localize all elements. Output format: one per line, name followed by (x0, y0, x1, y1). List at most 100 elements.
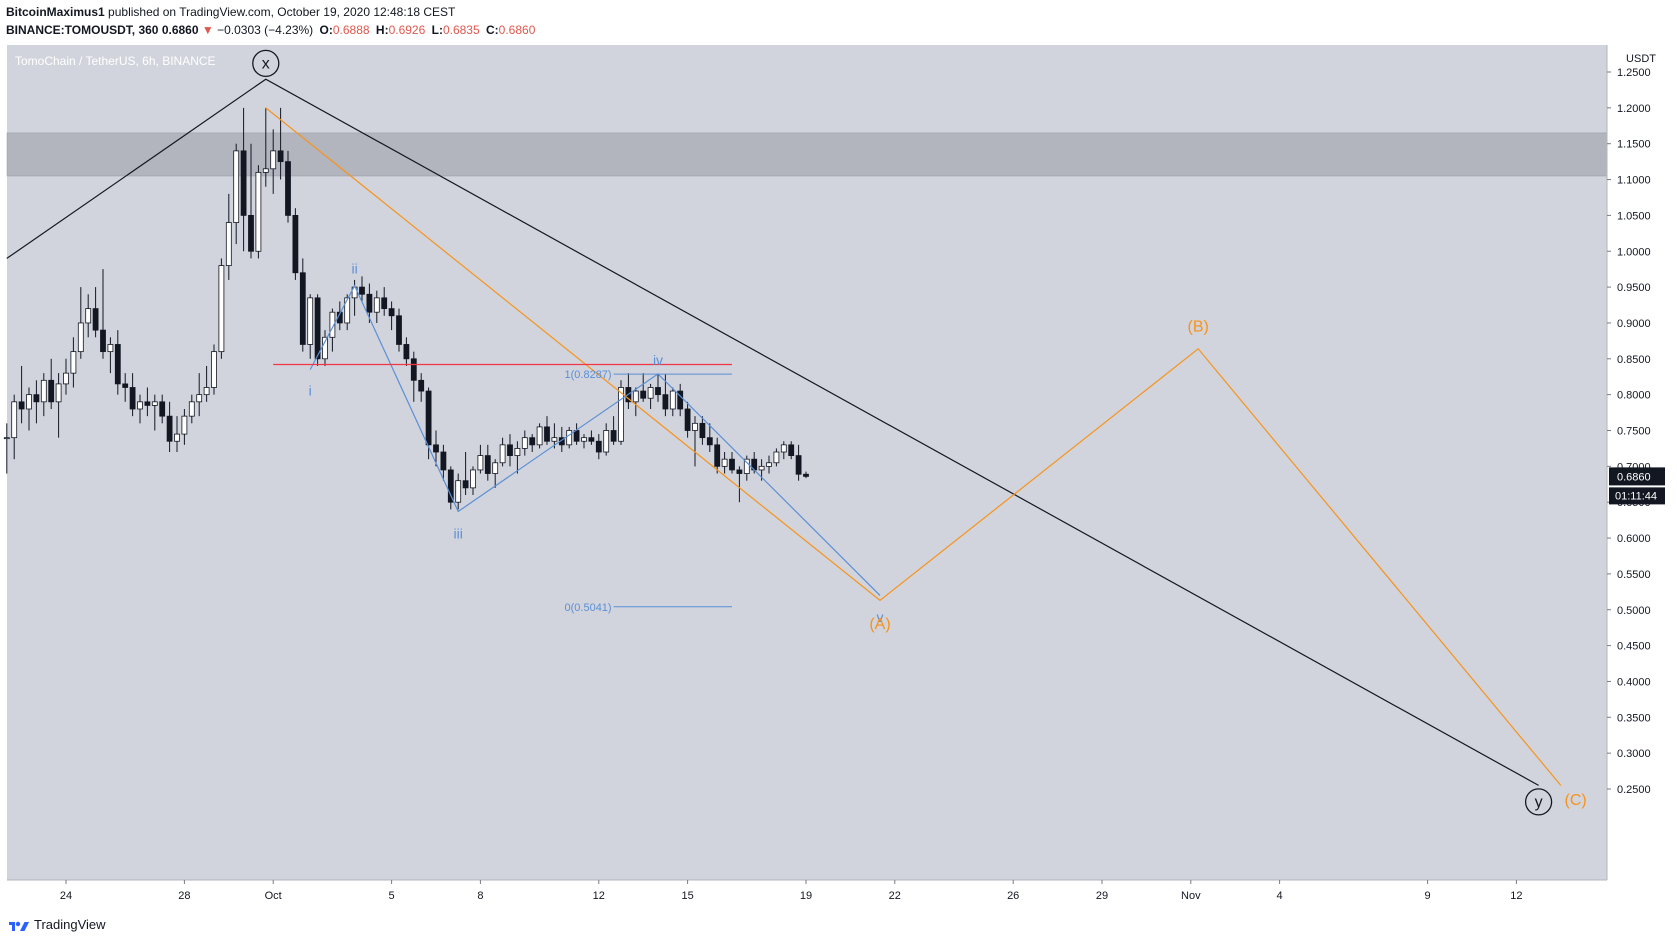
x-tick-label: 8 (477, 890, 483, 902)
candle-body (107, 344, 114, 353)
candle-body (758, 465, 765, 471)
candle-body (536, 426, 543, 446)
publish-info: published on TradingView.com, October 19… (108, 5, 456, 19)
candle (329, 308, 336, 352)
open-value: 0.6888 (332, 23, 370, 37)
candle (618, 380, 624, 445)
candle (410, 351, 417, 402)
candle (655, 373, 661, 402)
candle-body (618, 387, 624, 442)
candle (566, 426, 573, 449)
candle-body (137, 401, 143, 410)
candle-body (18, 401, 25, 410)
wave-label-circle (1524, 788, 1553, 816)
wave-label-ii: ii (351, 260, 357, 276)
candle (699, 416, 706, 445)
candle-body (499, 444, 506, 464)
candle-body (721, 458, 728, 467)
candle (307, 294, 314, 359)
candle-body (151, 401, 158, 406)
candle (743, 455, 750, 481)
candle (595, 434, 602, 460)
down-arrow-icon: ▼ (201, 23, 214, 37)
candle-body (447, 469, 454, 503)
candle (551, 423, 558, 449)
candle (233, 143, 240, 245)
candle-body (470, 469, 476, 489)
fib-level-label: 0(0.5041) (565, 602, 612, 614)
tradingview-brand: TradingView (34, 917, 106, 932)
candle (248, 143, 254, 259)
candle-body (381, 297, 388, 310)
candle-body (40, 379, 47, 403)
candle-body (477, 455, 484, 471)
candle-body (166, 415, 173, 442)
candle (26, 387, 32, 431)
candle (433, 430, 439, 467)
candle (721, 452, 728, 474)
candle-body (662, 394, 669, 410)
tradingview-logo-icon (9, 921, 29, 931)
candle-body (632, 390, 639, 403)
candle (669, 387, 676, 417)
fib-level-label: 1(0.8287) (565, 369, 612, 381)
candle-body (743, 458, 750, 474)
candle-body (669, 390, 676, 410)
candle (285, 150, 291, 223)
candle-body (588, 437, 595, 442)
candle-body (255, 171, 262, 252)
wave-label-iv: iv (653, 352, 663, 368)
candle (292, 208, 299, 280)
candle-body (100, 329, 106, 353)
candle-body (544, 426, 550, 442)
candle (181, 408, 188, 445)
candle (795, 444, 802, 481)
chart-title: TomoChain / TetherUS, 6h, BINANCE (15, 54, 216, 68)
y-tick-label: 1.0000 (1617, 246, 1651, 258)
x-tick-label: 9 (1425, 890, 1431, 902)
candle-body (684, 408, 691, 431)
tradingview-footer[interactable]: TradingView (8, 917, 106, 932)
candle (137, 394, 143, 424)
candle-body (114, 344, 121, 385)
y-tick-label: 0.9500 (1617, 282, 1651, 294)
candle-body (640, 390, 647, 399)
candle-body (240, 150, 247, 216)
countdown-tag (1609, 487, 1665, 505)
y-tick-label: 0.7500 (1617, 426, 1651, 438)
candle-body (403, 344, 410, 360)
candle-body (706, 437, 713, 446)
candle-body (292, 214, 299, 274)
candle (240, 107, 247, 252)
candle-body (299, 272, 306, 345)
candle (85, 294, 92, 338)
candle-body (551, 437, 558, 442)
candle-body (410, 358, 417, 381)
candle (100, 269, 106, 359)
candle (529, 434, 536, 453)
author-name[interactable]: BitcoinMaximus1 (6, 5, 105, 19)
candle-body (225, 222, 232, 266)
candle-body (373, 297, 380, 313)
candle (299, 258, 306, 352)
candle-body (196, 394, 203, 403)
candle (77, 287, 84, 359)
candle-body (418, 379, 425, 392)
candle-body (322, 336, 328, 360)
candle-body (11, 401, 18, 439)
high-label: H: (375, 23, 389, 37)
candle-body (455, 480, 462, 503)
candle (647, 383, 654, 409)
candle (484, 444, 491, 481)
candle (499, 437, 506, 467)
candle-body (803, 473, 809, 477)
candle-body (529, 437, 536, 446)
candle (403, 337, 410, 366)
candle-body (788, 444, 795, 456)
candle-body (55, 383, 62, 403)
candle-body (277, 150, 284, 163)
candle (603, 423, 610, 456)
candle (388, 301, 395, 331)
candle-body (329, 311, 336, 338)
